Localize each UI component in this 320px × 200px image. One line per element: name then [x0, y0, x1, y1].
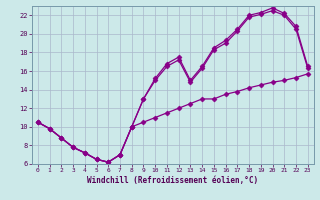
- X-axis label: Windchill (Refroidissement éolien,°C): Windchill (Refroidissement éolien,°C): [87, 176, 258, 185]
